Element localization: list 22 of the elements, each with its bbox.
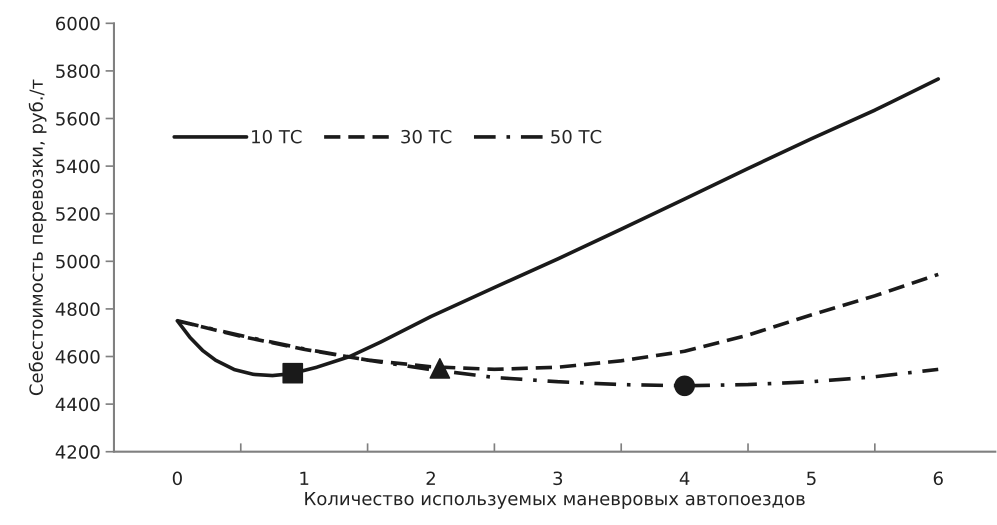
legend-label: 50 ТС	[551, 130, 602, 144]
y-tick-label: 5800	[56, 64, 100, 78]
y-tick-label: 6000	[56, 16, 100, 30]
x-tick-label: 5	[807, 472, 816, 486]
y-tick-label: 4800	[56, 302, 100, 316]
x-tick-label: 2	[426, 471, 435, 485]
x-tick-label: 6	[934, 471, 943, 486]
y-tick-label: 5600	[56, 112, 100, 126]
legend-label: 30 ТС	[401, 130, 452, 144]
x-axis-title: Количество используемых маневровых автопоездов	[305, 492, 805, 509]
y-axis-title: Себестоимость перевозки, руб./т	[28, 79, 46, 396]
x-tick-label: 3	[553, 471, 562, 486]
y-tick-label: 5200	[56, 207, 100, 221]
y-tick-label: 4200	[56, 445, 100, 459]
x-tick-label: 0	[172, 471, 182, 486]
legend-label: 10 ТС	[252, 130, 302, 144]
y-tick-label: 5000	[56, 254, 100, 268]
y-tick-label: 4600	[56, 350, 100, 364]
y-tick-label: 5400	[56, 160, 100, 174]
x-tick-label: 1	[300, 472, 308, 485]
y-tick-label: 4400	[56, 398, 100, 412]
x-tick-label: 4	[680, 472, 690, 485]
